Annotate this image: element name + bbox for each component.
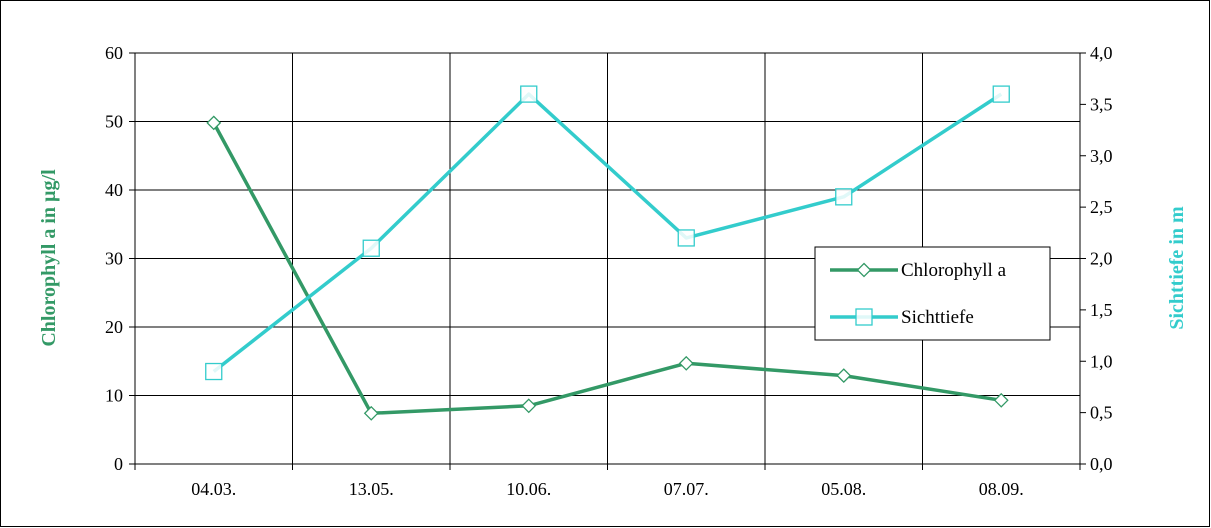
tick-label-left: 60 <box>105 43 123 63</box>
x-axis: 04.03. 13.05. 10.06. 07.07. 05.08. 08.09. <box>134 464 1081 499</box>
tick-label-right: 4,0 <box>1090 43 1113 63</box>
legend-label-sichttiefe: Sichttiefe <box>901 307 974 328</box>
tick-label-x: 05.08. <box>821 479 866 499</box>
data-point-sichttiefe <box>362 239 380 257</box>
series-line-chlorophyll-a <box>212 122 1002 416</box>
data-point-sichttiefe <box>677 229 695 247</box>
tick-label-right: 0,0 <box>1090 454 1113 474</box>
data-point-chlorophyll-a <box>206 115 222 131</box>
tick-label-x: 08.09. <box>979 479 1024 499</box>
data-point-sichttiefe <box>520 85 538 103</box>
data-point-sichttiefe <box>835 188 853 206</box>
y-axis-label-left: Chlorophyll a in µg/l <box>38 169 60 347</box>
y-axis-label-right: Sichttiefe in m <box>1166 206 1188 330</box>
tick-label-right: 2,0 <box>1090 249 1113 269</box>
tick-label-left: 10 <box>105 386 123 406</box>
tick-label-right: 3,0 <box>1090 146 1113 166</box>
data-point-chlorophyll-a <box>521 398 537 414</box>
data-point-chlorophyll-a <box>993 392 1009 408</box>
tick-label-left: 30 <box>105 249 123 269</box>
legend-label-chlorophyll-a: Chlorophyll a <box>901 260 1007 281</box>
tick-label-x: 04.03. <box>191 479 236 499</box>
tick-label-x: 13.05. <box>349 479 394 499</box>
legend-marker-sichttiefe <box>855 308 873 326</box>
tick-label-right: 1,0 <box>1090 351 1113 371</box>
series-line-sichttiefe <box>212 92 1003 373</box>
tick-label-right: 0,5 <box>1090 403 1113 423</box>
tick-label-x: 07.07. <box>664 479 709 499</box>
tick-label-left: 0 <box>114 454 123 474</box>
tick-label-right: 1,5 <box>1090 300 1113 320</box>
tick-label-right: 2,5 <box>1090 197 1113 217</box>
right-axis: 0,0 0,5 1,0 1,5 2,0 2,5 3,0 3,5 4,0 <box>1080 43 1113 474</box>
legend-marker-chlorophyll-a <box>856 262 872 278</box>
legend-box <box>814 246 1051 341</box>
tick-label-right: 3,5 <box>1090 94 1113 114</box>
data-point-chlorophyll-a <box>836 368 852 384</box>
data-point-chlorophyll-a <box>678 355 694 371</box>
left-axis: 0 10 20 30 40 50 60 <box>105 43 135 474</box>
tick-label-left: 50 <box>105 112 123 132</box>
tick-label-left: 20 <box>105 317 123 337</box>
tick-label-x: 10.06. <box>506 479 551 499</box>
data-point-chlorophyll-a <box>363 405 379 421</box>
series-layer <box>205 85 1010 421</box>
data-point-sichttiefe <box>205 362 223 381</box>
data-point-sichttiefe <box>992 85 1010 103</box>
tick-label-left: 40 <box>105 180 123 200</box>
legend: Chlorophyll a Sichttiefe <box>814 246 1051 341</box>
